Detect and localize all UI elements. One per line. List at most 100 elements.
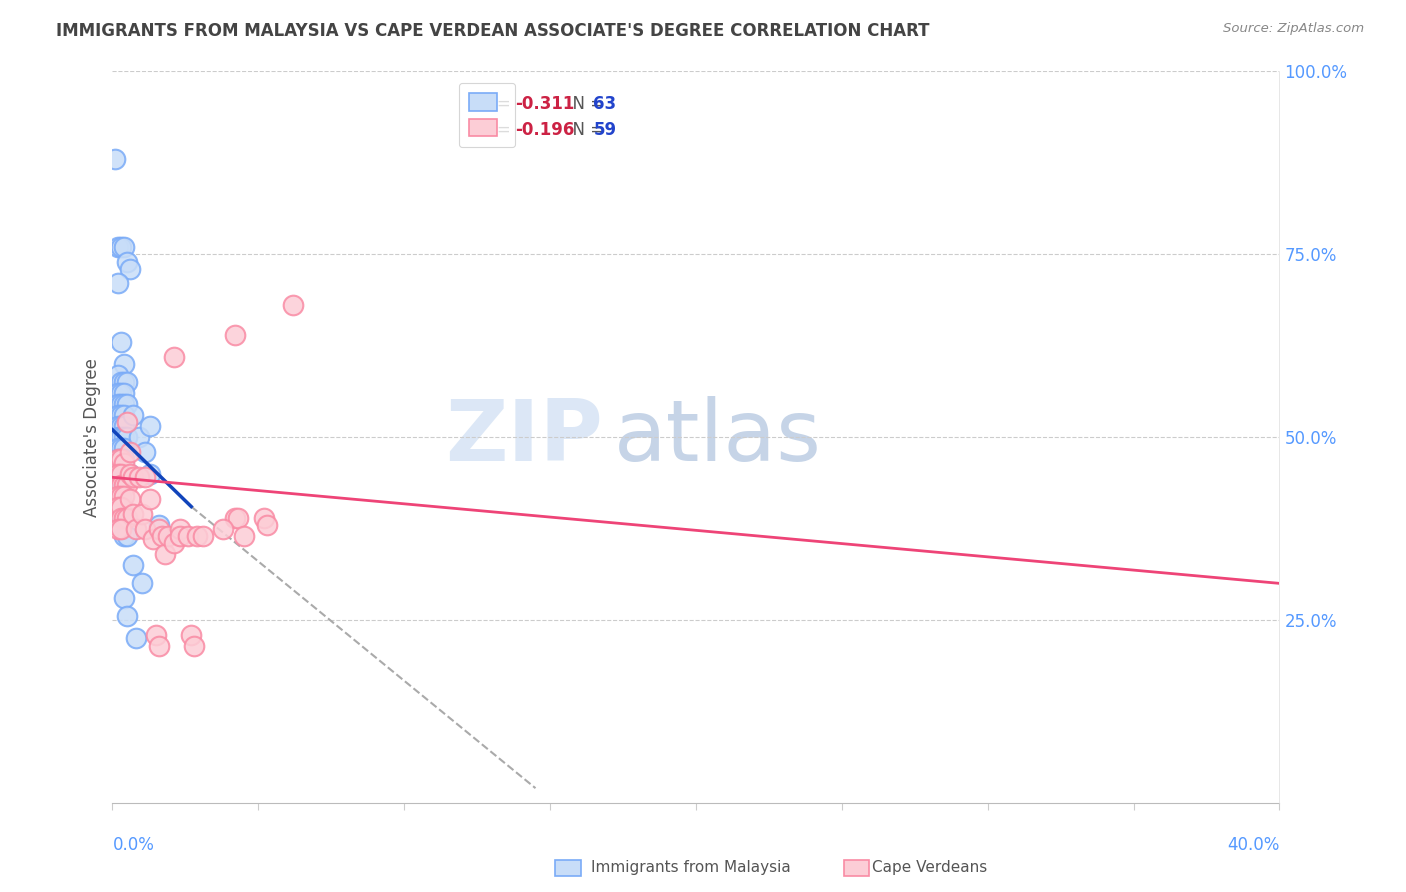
Point xyxy=(145,627,167,641)
Point xyxy=(118,444,141,458)
Point xyxy=(112,474,135,488)
Point xyxy=(125,632,148,646)
Point xyxy=(107,463,129,477)
Point xyxy=(115,510,138,524)
Point xyxy=(110,477,132,491)
Point xyxy=(107,521,129,535)
Point xyxy=(107,277,129,291)
Point xyxy=(112,408,135,422)
Point xyxy=(112,477,135,491)
Point xyxy=(125,521,148,535)
Point xyxy=(107,408,129,422)
Point xyxy=(112,489,135,503)
Point xyxy=(148,521,170,535)
Point xyxy=(110,485,132,500)
Point xyxy=(107,485,129,500)
Point xyxy=(169,521,191,535)
Point xyxy=(139,419,162,434)
Point xyxy=(107,386,129,401)
Point xyxy=(107,419,129,434)
Point xyxy=(110,408,132,422)
Text: 40.0%: 40.0% xyxy=(1227,836,1279,854)
Point xyxy=(232,529,254,543)
Point xyxy=(118,261,141,276)
Point xyxy=(128,470,150,484)
Point xyxy=(131,576,153,591)
Point xyxy=(153,547,176,561)
Point xyxy=(110,463,132,477)
Point xyxy=(226,510,249,524)
Text: -0.196: -0.196 xyxy=(515,121,575,139)
Text: N =: N = xyxy=(562,121,609,139)
Point xyxy=(107,496,129,510)
Point xyxy=(148,639,170,653)
Point xyxy=(112,529,135,543)
Point xyxy=(212,521,235,535)
Point xyxy=(110,397,132,411)
Text: R =: R = xyxy=(479,121,516,139)
Point xyxy=(112,430,135,444)
Point xyxy=(115,416,138,430)
Point xyxy=(112,510,135,524)
Point xyxy=(110,510,132,524)
Point xyxy=(183,639,205,653)
Point xyxy=(107,467,129,481)
Text: ZIP: ZIP xyxy=(444,395,603,479)
Point xyxy=(107,452,129,467)
Point xyxy=(112,441,135,455)
Point xyxy=(112,456,135,470)
Point xyxy=(118,467,141,481)
Point xyxy=(107,240,129,254)
Point xyxy=(148,517,170,532)
Text: R =: R = xyxy=(479,95,516,113)
Point xyxy=(112,591,135,605)
Y-axis label: Associate's Degree: Associate's Degree xyxy=(83,358,101,516)
Point xyxy=(110,386,132,401)
Point xyxy=(139,467,162,481)
Point xyxy=(110,500,132,514)
Point xyxy=(104,152,127,166)
Point xyxy=(139,492,162,507)
Legend: , : , xyxy=(458,83,515,147)
Point xyxy=(107,397,129,411)
Point xyxy=(163,536,186,550)
Point xyxy=(118,492,141,507)
Text: Immigrants from Malaysia: Immigrants from Malaysia xyxy=(591,860,790,874)
Point xyxy=(112,357,135,371)
Point xyxy=(115,529,138,543)
Point xyxy=(142,533,165,547)
Point xyxy=(107,368,129,382)
Point xyxy=(110,452,132,467)
Point xyxy=(107,474,129,488)
Point xyxy=(134,470,156,484)
Point xyxy=(180,627,202,641)
Point xyxy=(224,510,246,524)
Point xyxy=(107,507,129,521)
Point xyxy=(110,441,132,455)
Text: IMMIGRANTS FROM MALAYSIA VS CAPE VERDEAN ASSOCIATE'S DEGREE CORRELATION CHART: IMMIGRANTS FROM MALAYSIA VS CAPE VERDEAN… xyxy=(56,22,929,40)
Point xyxy=(131,507,153,521)
Point xyxy=(110,474,132,488)
Point xyxy=(110,496,132,510)
Point xyxy=(112,386,135,401)
Point xyxy=(110,334,132,349)
Point xyxy=(115,376,138,390)
Point xyxy=(107,430,129,444)
Point xyxy=(115,430,138,444)
Point xyxy=(115,477,138,491)
Point xyxy=(169,529,191,543)
Point xyxy=(122,408,145,422)
Point xyxy=(283,298,305,312)
Point xyxy=(110,419,132,434)
Point xyxy=(107,452,129,467)
Point xyxy=(110,452,132,467)
Point xyxy=(186,529,208,543)
Point xyxy=(107,441,129,455)
Point xyxy=(112,376,135,390)
Text: atlas: atlas xyxy=(614,395,823,479)
Point xyxy=(122,470,145,484)
Point xyxy=(115,609,138,624)
Text: Source: ZipAtlas.com: Source: ZipAtlas.com xyxy=(1223,22,1364,36)
Point xyxy=(115,397,138,411)
Text: -0.311: -0.311 xyxy=(515,95,575,113)
